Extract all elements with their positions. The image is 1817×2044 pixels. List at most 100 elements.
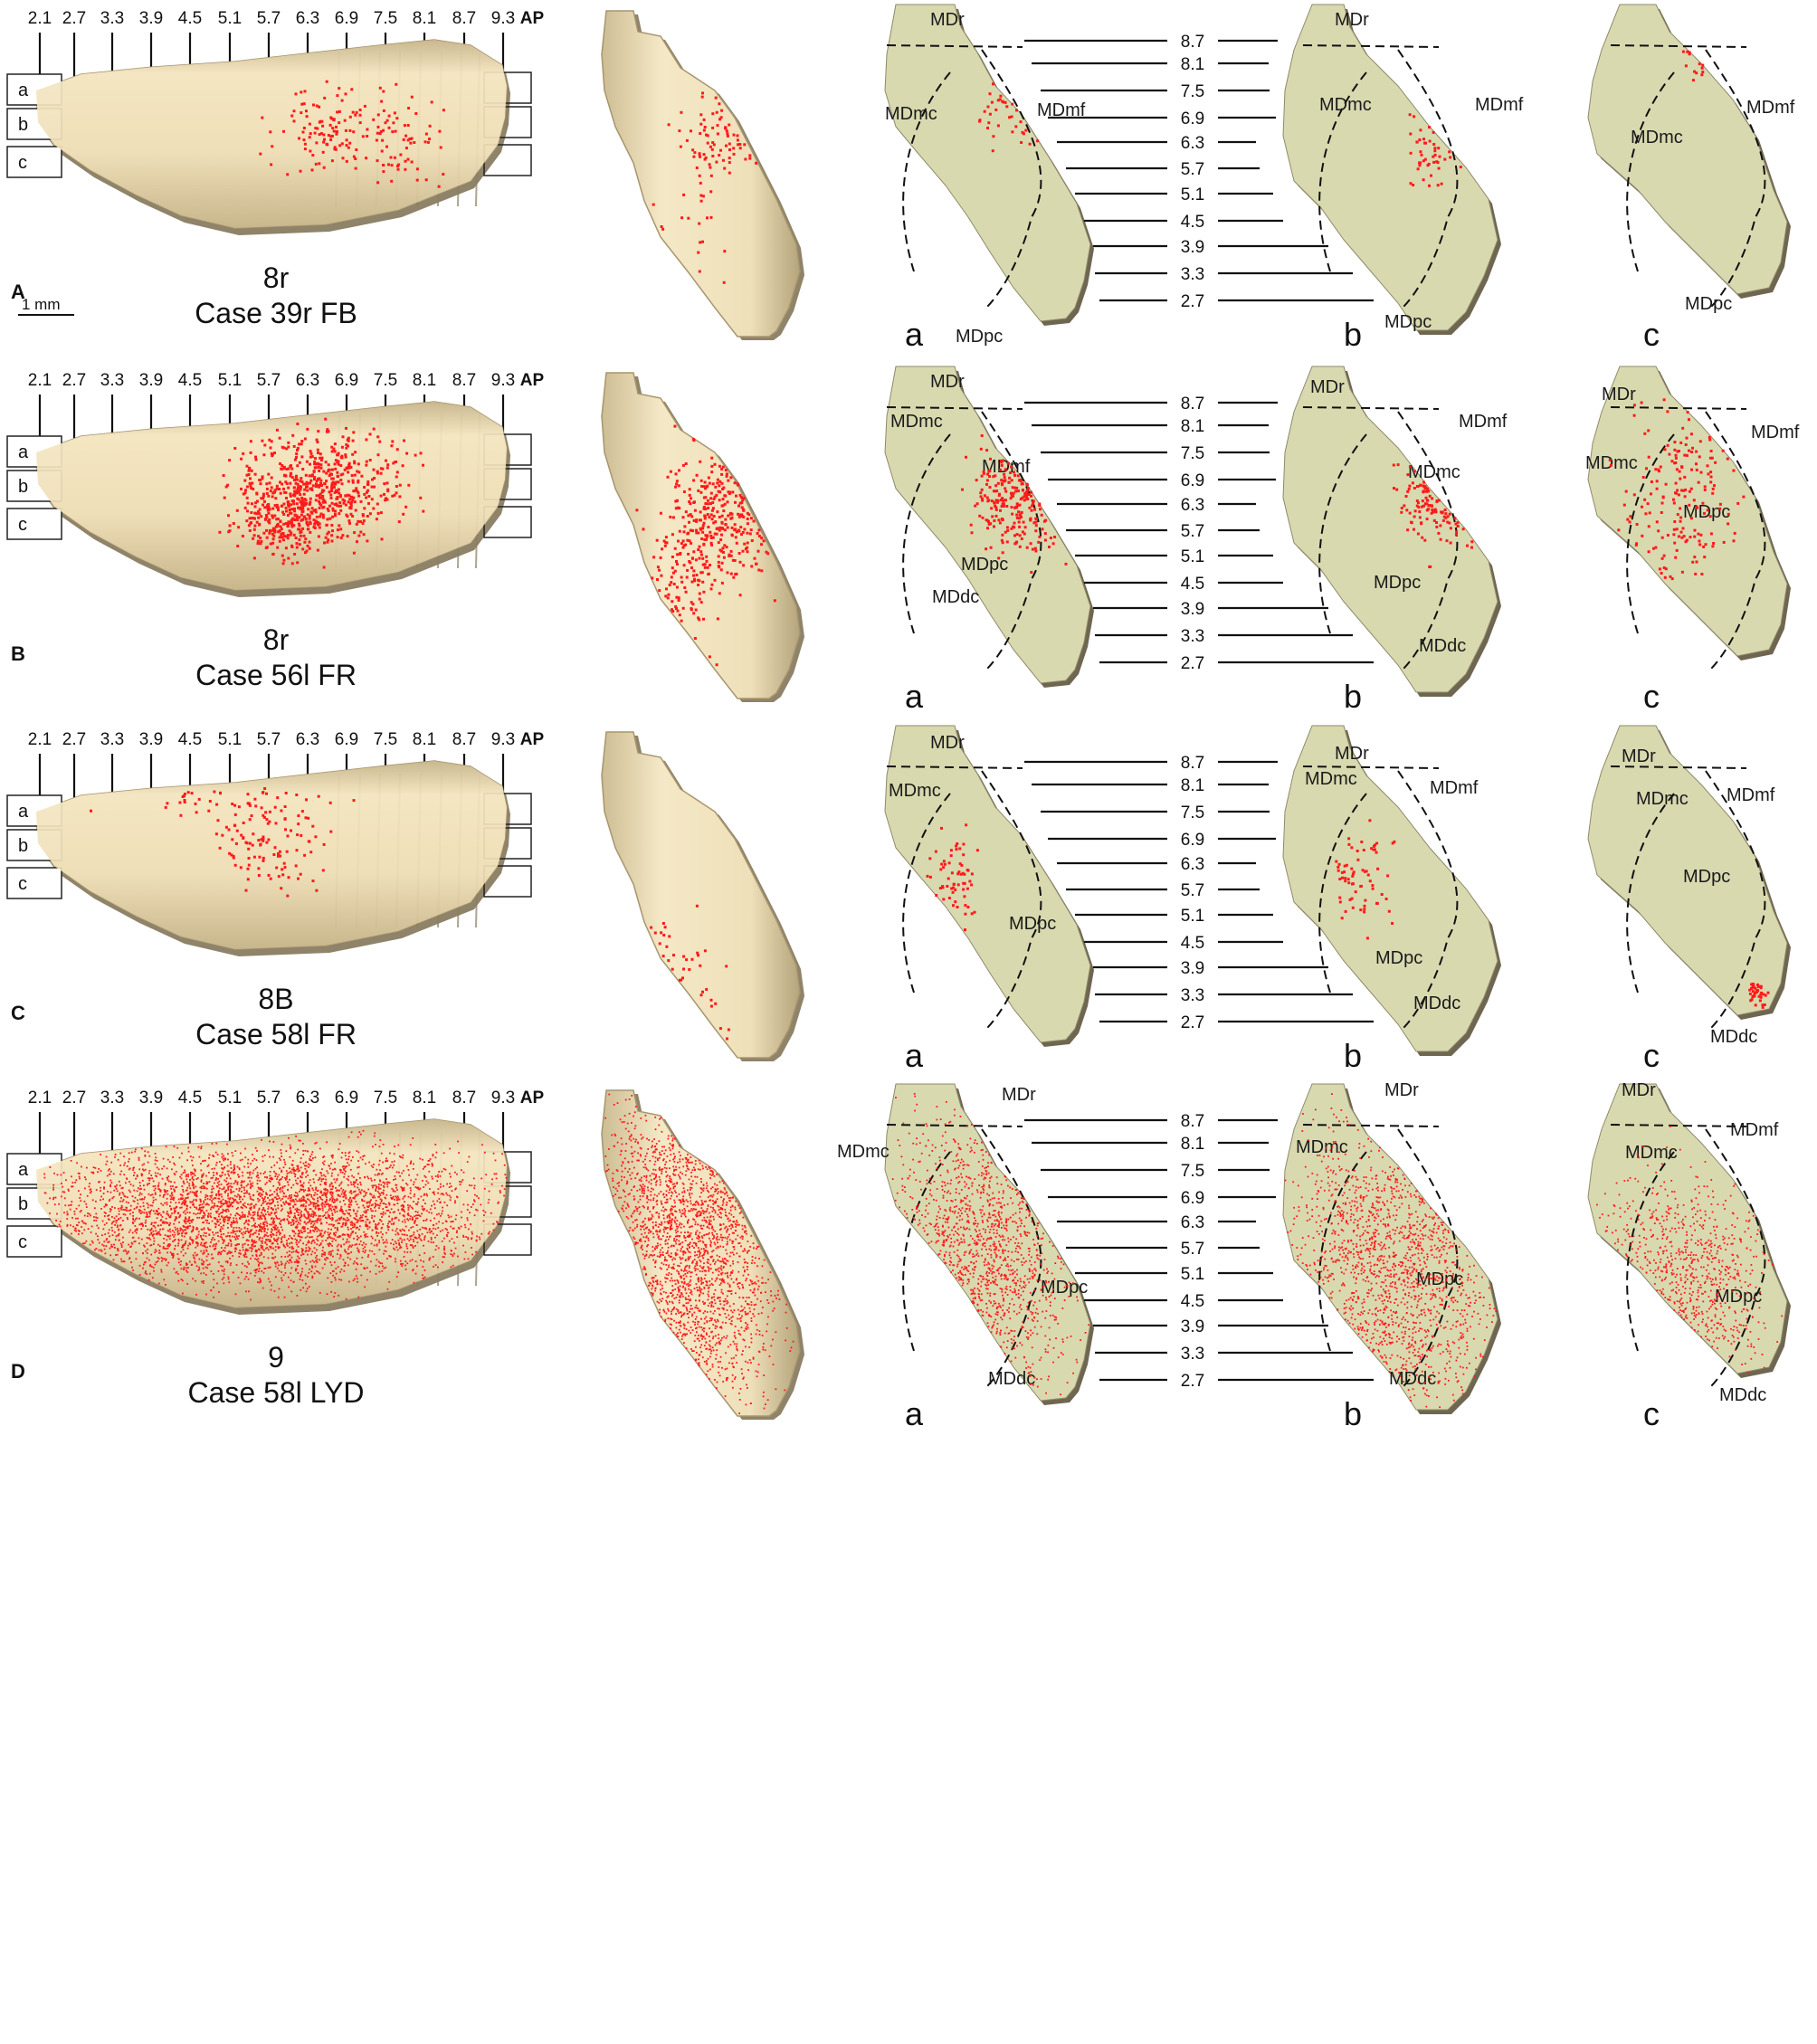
region-label: MDmf — [1730, 1120, 1779, 1140]
neuron-dot — [1456, 525, 1460, 528]
neuron-dot — [218, 1291, 220, 1293]
level-value: 8.1 — [1181, 417, 1204, 436]
neuron-dot — [257, 1217, 260, 1220]
neuron-dot — [299, 1198, 301, 1201]
ap-tick-label: 9.3 — [491, 371, 515, 390]
neuron-dot — [290, 1237, 292, 1239]
neuron-dot — [346, 1178, 348, 1180]
neuron-dot — [196, 1177, 199, 1179]
neuron-dot — [414, 1220, 416, 1222]
neuron-dot — [385, 145, 388, 148]
neuron-dot — [314, 1251, 316, 1254]
neuron-dot — [155, 1198, 157, 1201]
neuron-dot — [680, 619, 683, 623]
neuron-dot — [396, 1195, 399, 1198]
neuron-dot — [692, 479, 696, 482]
neuron-dot — [239, 1196, 241, 1198]
neuron-dot — [661, 547, 664, 551]
neuron-dot — [499, 1192, 501, 1193]
neuron-dot — [709, 1004, 713, 1008]
neuron-dot — [383, 1267, 385, 1269]
neuron-dot — [350, 1245, 353, 1248]
region-label: MDpc — [956, 327, 1003, 347]
neuron-dot — [475, 1250, 477, 1253]
neuron-dot — [701, 990, 704, 993]
neuron-dot — [240, 457, 243, 461]
neuron-dot — [706, 141, 709, 145]
neuron-dot — [302, 516, 306, 519]
neuron-dot — [723, 166, 727, 170]
neuron-dot — [289, 1235, 291, 1237]
neuron-dot — [403, 1186, 405, 1189]
neuron-dot — [186, 1227, 187, 1229]
neuron-dot — [357, 1184, 359, 1185]
panel-letter: A — [11, 280, 25, 303]
region-label: MDr — [1310, 377, 1345, 397]
neuron-dot — [258, 1199, 261, 1202]
neuron-dot — [701, 91, 704, 95]
neuron-dot — [1756, 984, 1760, 988]
neuron-dot — [224, 1247, 226, 1249]
neuron-dot — [273, 529, 277, 533]
neuron-dot — [370, 498, 374, 501]
section-box-label: c — [18, 153, 27, 173]
neuron-dot — [311, 473, 314, 477]
neuron-dot — [331, 515, 335, 518]
neuron-dot — [220, 1193, 223, 1195]
neuron-dot — [143, 1261, 146, 1264]
neuron-dot — [446, 1235, 449, 1238]
section-box-label: c — [18, 515, 27, 535]
neuron-dot — [355, 110, 358, 114]
neuron-dot — [392, 1190, 395, 1193]
neuron-dot — [310, 1270, 313, 1273]
neuron-dot — [385, 1178, 387, 1180]
neuron-dot — [202, 1234, 205, 1237]
neuron-dot — [1380, 893, 1384, 896]
neuron-dot — [402, 1203, 404, 1206]
mdr-boundary — [1610, 44, 1747, 48]
neuron-dot — [319, 479, 323, 482]
section-letter: b — [1344, 316, 1362, 353]
neuron-dot — [1362, 849, 1365, 851]
neuron-dot — [378, 1193, 381, 1194]
neuron-dot — [665, 945, 669, 948]
neuron-dot — [720, 549, 723, 553]
neuron-dot — [264, 1200, 267, 1203]
neuron-dot — [352, 431, 356, 434]
neuron-dot — [660, 931, 663, 935]
neuron-dot — [1372, 848, 1375, 851]
region-label: MDmc — [1408, 462, 1460, 482]
neuron-dot — [652, 556, 656, 559]
neuron-dot — [397, 1209, 400, 1212]
neuron-dot — [183, 1183, 186, 1185]
neuron-dot — [757, 568, 761, 572]
neuron-dot — [1043, 532, 1047, 536]
neuron-dot — [423, 1260, 424, 1263]
neuron-dot — [330, 1196, 333, 1199]
neuron-dot — [246, 509, 249, 513]
neuron-dot — [300, 1275, 301, 1278]
neuron-dot — [201, 1176, 203, 1178]
neuron-dot — [271, 1229, 273, 1231]
neuron-dot — [157, 1207, 160, 1210]
neuron-dot — [247, 469, 251, 472]
neuron-dot — [1030, 509, 1033, 512]
neuron-dot — [150, 1244, 153, 1246]
neuron-dot — [338, 1189, 341, 1192]
neuron-dot — [762, 539, 766, 543]
neuron-dot — [1753, 994, 1756, 998]
neuron-dot — [281, 1277, 282, 1279]
neuron-dot — [293, 553, 297, 556]
ap-tick-label: 5.7 — [257, 730, 281, 749]
neuron-dot — [1010, 465, 1013, 469]
neuron-dot — [243, 506, 247, 509]
neuron-dot — [345, 1210, 347, 1212]
ap-tick-label: 4.5 — [178, 9, 202, 28]
neuron-dot — [702, 521, 706, 525]
neuron-dot — [217, 1178, 219, 1180]
neuron-dot — [699, 571, 703, 575]
neuron-dot — [682, 490, 686, 493]
neuron-dot — [308, 122, 311, 126]
neuron-dot — [987, 499, 991, 502]
neuron-dot — [304, 517, 308, 520]
